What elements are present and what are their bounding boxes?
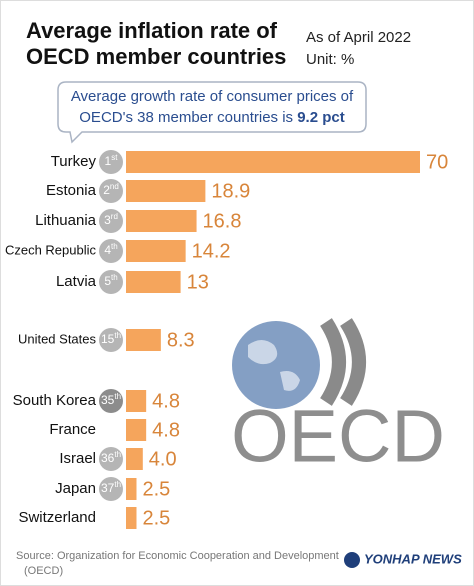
value-label: 13 <box>187 271 209 293</box>
bar <box>126 151 420 173</box>
category-label: Switzerland <box>18 509 96 526</box>
callout-text: Average growth rate of consumer prices o… <box>71 88 354 105</box>
rank-label: 2nd <box>103 182 119 197</box>
value-label: 2.5 <box>143 507 171 529</box>
rank-label: 15th <box>101 331 121 346</box>
rank-label: 37th <box>101 480 121 495</box>
source: Source: Organization for Economic Cooper… <box>16 550 339 562</box>
rank-label: 35th <box>101 392 121 407</box>
source: (OECD) <box>24 565 63 577</box>
value-label: 8.3 <box>167 329 195 351</box>
rank-badge <box>99 239 123 263</box>
bar <box>126 180 206 202</box>
logo-text: OECD <box>231 395 445 478</box>
bar <box>126 478 137 500</box>
bar <box>126 240 186 262</box>
value-label: 4.8 <box>152 419 180 441</box>
bar <box>126 419 147 441</box>
value-label: 16.8 <box>203 210 242 232</box>
subtitle: Unit: % <box>306 51 354 68</box>
rank-badge <box>99 209 123 233</box>
bar <box>126 210 197 232</box>
category-label: France <box>49 421 96 438</box>
chart-title: Average inflation rate of <box>26 18 278 43</box>
rank-label: 36th <box>101 450 121 465</box>
value-label: 14.2 <box>192 240 231 262</box>
rank-badge <box>99 477 123 501</box>
category-label: United States <box>18 331 97 346</box>
value-label: 4.8 <box>152 390 180 412</box>
bar <box>126 390 147 412</box>
globe-land <box>248 340 300 391</box>
rank-label: 3rd <box>104 212 118 227</box>
callout-text: OECD's 38 member countries is 9.2 pct <box>79 109 344 126</box>
category-label: Israel <box>59 450 96 467</box>
category-label: Japan <box>55 480 96 497</box>
subtitle: As of April 2022 <box>306 29 411 46</box>
rank-label: 5th <box>104 273 117 288</box>
callout-highlight: 9.2 pct <box>297 109 345 126</box>
rank-badge <box>99 328 123 352</box>
category-label: Latvia <box>56 273 97 290</box>
logo-mark <box>320 318 366 406</box>
bar <box>126 271 181 293</box>
rank-badge <box>99 150 123 174</box>
credit: YONHAP NEWS <box>364 551 462 566</box>
category-label: Turkey <box>51 153 97 170</box>
chart-title: OECD member countries <box>26 44 286 69</box>
value-label: 4.0 <box>149 448 177 470</box>
callout-text: OECD's 38 member countries is <box>79 109 297 126</box>
bar <box>126 448 143 470</box>
rank-badge <box>99 270 123 294</box>
value-label: 2.5 <box>143 478 171 500</box>
category-label: Lithuania <box>35 212 97 229</box>
callout-box <box>57 81 367 144</box>
rank-label: 4th <box>104 242 117 257</box>
rank-badge <box>99 447 123 471</box>
credit-icon <box>344 552 360 568</box>
rank-label: 1st <box>105 153 119 168</box>
value-label: 18.9 <box>211 180 250 202</box>
category-label: South Korea <box>13 392 97 409</box>
bar <box>126 329 161 351</box>
oecd-logo: OECD <box>231 318 445 478</box>
category-label: Czech Republic <box>5 242 97 257</box>
rank-badge <box>99 179 123 203</box>
category-label: Estonia <box>46 182 97 199</box>
value-label: 70 <box>426 151 448 173</box>
bar <box>126 507 137 529</box>
rank-badge <box>99 389 123 413</box>
